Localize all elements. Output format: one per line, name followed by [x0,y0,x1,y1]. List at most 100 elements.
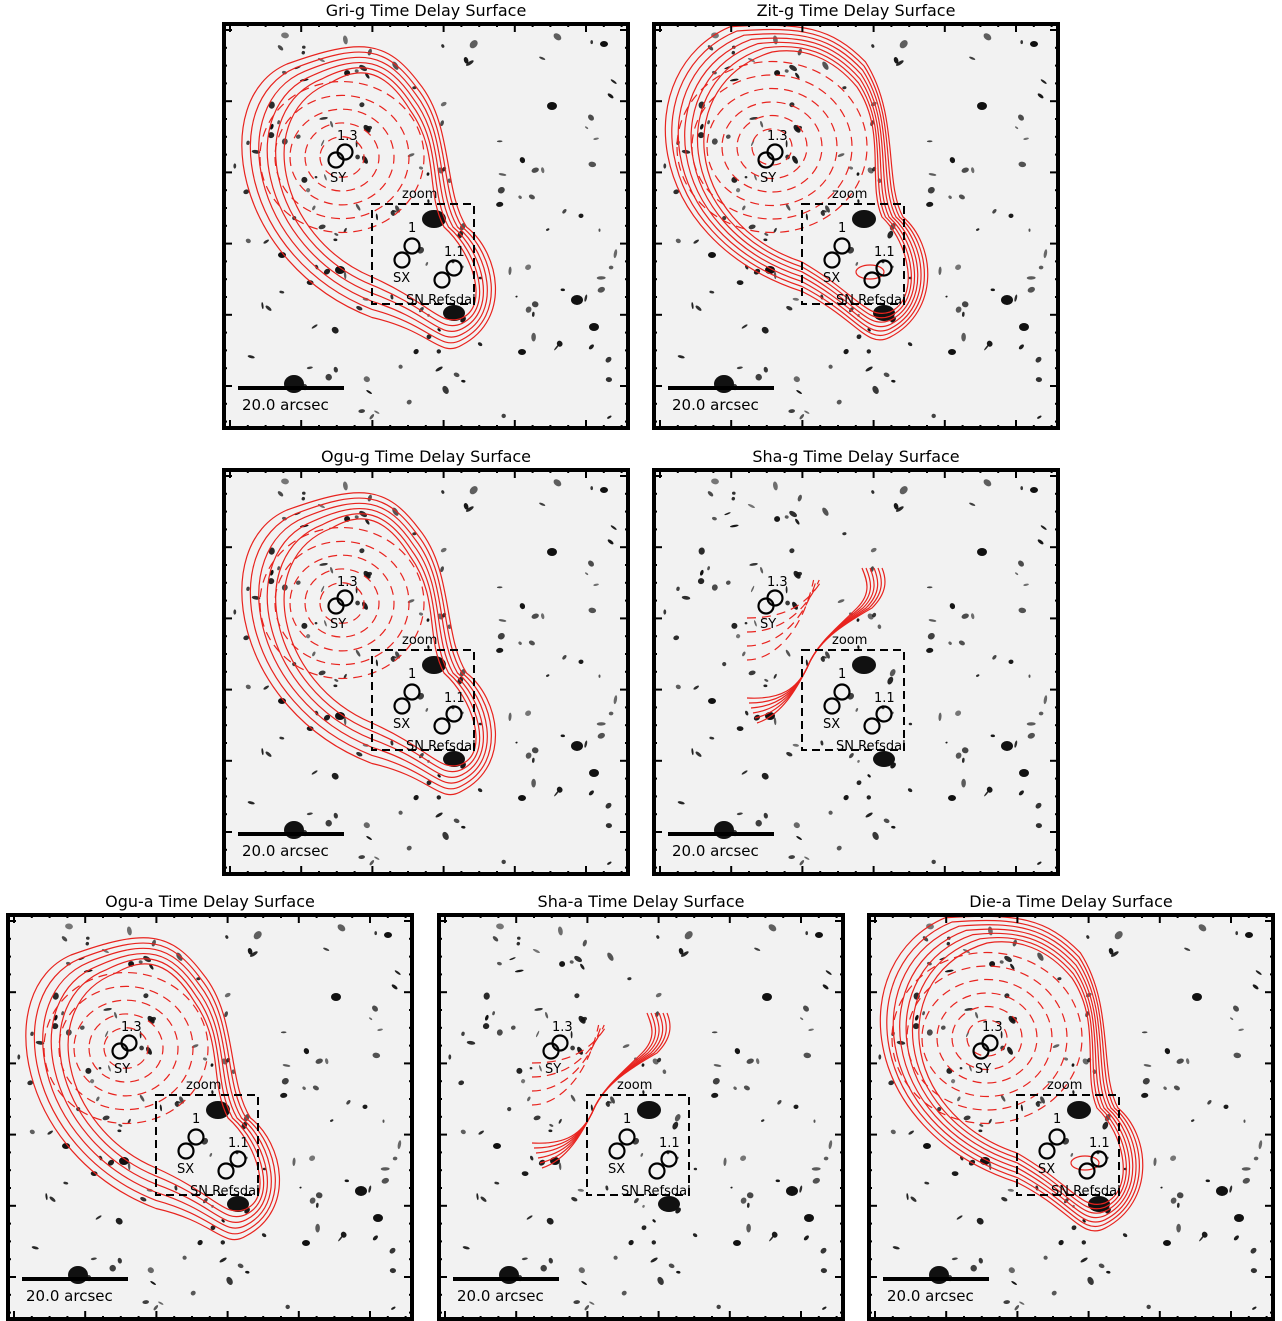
galaxy [928,173,937,176]
contour-solid [33,942,276,1235]
galaxy [320,139,325,147]
galaxy [657,1276,664,1285]
galaxy [836,845,842,851]
galaxy [367,494,372,502]
lensed-image-marker [336,589,354,607]
galaxy [750,585,755,593]
galaxy [261,1233,267,1238]
galaxy [745,710,749,716]
panel-zit-g: Zit-g Time Delay Surface 1.3 SY zoom 1 1.1 SX… [652,0,1060,430]
galaxy [525,264,532,270]
galaxy [197,1239,203,1246]
galaxy [150,1281,156,1285]
galaxy [754,947,761,951]
galaxy [1018,114,1024,121]
bright-galaxy [547,548,557,556]
galaxy [323,947,330,951]
galaxy [337,924,346,932]
contour-loop [855,264,885,280]
label-sn-refsdal: SN Refsdal [836,739,906,754]
galaxy [525,710,532,716]
galaxy [610,1096,615,1104]
galaxy [478,276,483,280]
galaxy [377,1028,383,1032]
galaxy [928,619,937,622]
galaxy [292,1157,296,1166]
galaxy [1015,572,1019,576]
galaxy [927,186,935,194]
galaxy [773,717,777,726]
time-delay-contours [746,567,886,724]
galaxy [397,1140,402,1150]
galaxy [593,137,599,141]
galaxy [440,566,444,573]
galaxy [268,547,275,555]
galaxy [359,102,365,108]
galaxy [17,1054,21,1060]
galaxy [515,295,518,298]
contour-solid [241,46,497,350]
galaxy [554,344,560,351]
lensed-image-marker [229,1150,247,1168]
galaxy [730,1186,733,1189]
galaxy [748,224,756,230]
galaxy [922,936,929,942]
galaxy [725,134,731,139]
galaxy [369,860,375,866]
label-zoom: zoom [186,1078,221,1093]
galaxy [355,649,361,657]
galaxy [498,173,507,176]
galaxy [391,1306,396,1310]
contour-solid [905,932,1130,1214]
galaxy [369,1017,373,1021]
galaxy [1080,1257,1088,1263]
galaxy [893,56,899,64]
galaxy [85,1067,92,1074]
galaxy [562,655,567,660]
galaxy [1186,1058,1190,1065]
galaxy [793,822,800,829]
lens-panel-svg: 1.3 SY zoom 1 1.1 SX SN Refsdal 20.0 arcsec [222,22,630,430]
galaxy [1028,228,1031,232]
galaxy [104,1030,109,1038]
label-zoom: zoom [617,1078,652,1093]
galaxy [754,620,757,627]
galaxy [978,1129,983,1133]
lensed-image-marker [875,259,893,277]
galaxy [85,941,90,946]
lensed-image-marker [648,1162,666,1180]
galaxy [263,239,269,244]
bright-galaxy [658,1196,680,1212]
galaxy [740,1197,747,1204]
galaxy [888,1080,895,1086]
galaxy [984,790,990,797]
contour-dashed [751,128,793,166]
galaxy [711,584,718,591]
bright-galaxy [518,349,526,355]
galaxy [243,635,250,641]
galaxy [642,1204,645,1208]
galaxy [559,961,566,967]
galaxy-field [663,478,1048,866]
galaxy [736,812,743,816]
label-1-3: 1.3 [767,129,788,144]
galaxy [501,413,506,419]
galaxy [697,132,705,139]
galaxy [722,216,727,221]
galaxy [540,1264,547,1272]
galaxy [992,655,997,660]
galaxy [406,845,412,851]
galaxy [448,1054,452,1060]
galaxy [1071,1225,1077,1231]
galaxy [795,518,800,525]
galaxy [596,722,606,726]
galaxy [312,205,316,211]
galaxy [251,595,261,600]
bright-galaxy [1030,41,1038,47]
label-1-1: 1.1 [874,245,895,260]
lens-panel-svg: 1.3 SY zoom 1 1.1 SX SN Refsdal 20.0 arcsec [867,913,1275,1321]
galaxy [837,153,845,157]
galaxy [961,311,965,317]
galaxy [747,503,755,509]
galaxy [990,288,995,292]
